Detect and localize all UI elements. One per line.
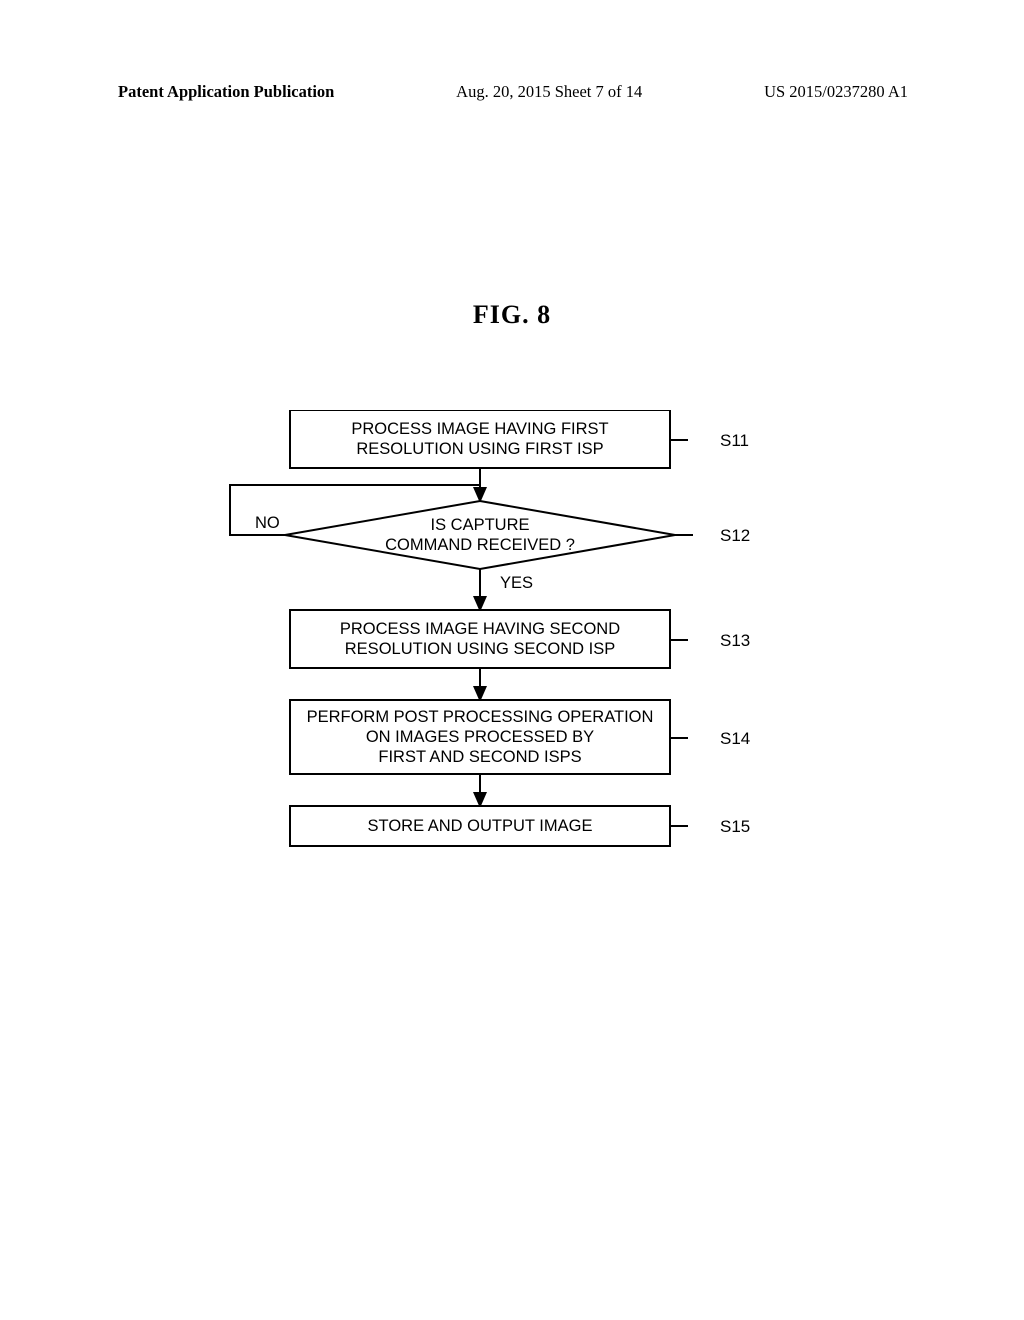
svg-text:NO: NO <box>255 514 280 532</box>
figure-title: FIG. 8 <box>0 300 1024 330</box>
nodes-group: PROCESS IMAGE HAVING FIRST RESOLUTION USI… <box>285 410 750 846</box>
svg-text:S15: S15 <box>720 817 750 836</box>
svg-text:S14: S14 <box>720 729 750 748</box>
svg-text:PROCESS IMAGE HAVING SECOND: PROCESS IMAGE HAVING SECOND <box>340 620 620 638</box>
header-row: Patent Application Publication Aug. 20, … <box>0 82 1024 102</box>
svg-text:COMMAND RECEIVED ?: COMMAND RECEIVED ? <box>385 536 575 554</box>
flow-node-s14: PERFORM POST PROCESSING OPERATION ON IMAG… <box>290 700 750 774</box>
page-container: Patent Application Publication Aug. 20, … <box>0 0 1024 1320</box>
svg-text:PERFORM POST PROCESSING OPERAT: PERFORM POST PROCESSING OPERATION <box>307 708 654 726</box>
svg-text:S11: S11 <box>720 431 749 450</box>
svg-text:IS CAPTURE: IS CAPTURE <box>430 516 529 534</box>
svg-text:ON IMAGES PROCESSED BY: ON IMAGES PROCESSED BY <box>366 728 594 746</box>
svg-text:S12: S12 <box>720 526 750 545</box>
svg-text:STORE AND OUTPUT IMAGE: STORE AND OUTPUT IMAGE <box>368 817 593 835</box>
svg-text:RESOLUTION USING FIRST ISP: RESOLUTION USING FIRST ISP <box>356 440 603 458</box>
svg-text:S13: S13 <box>720 631 750 650</box>
flow-node-s15: STORE AND OUTPUT IMAGE S15 <box>290 806 750 846</box>
header-mid: Aug. 20, 2015 Sheet 7 of 14 <box>456 82 642 102</box>
header-left: Patent Application Publication <box>118 82 334 102</box>
header-right: US 2015/0237280 A1 <box>764 82 908 102</box>
svg-text:YES: YES <box>500 574 533 592</box>
flowchart-container: YES NO PROCESS IMAGE HAVING FIRST RESOLUTI… <box>200 410 824 950</box>
flow-node-s13: PROCESS IMAGE HAVING SECOND RESOLUTION US… <box>290 610 750 668</box>
svg-text:PROCESS IMAGE HAVING FIRST: PROCESS IMAGE HAVING FIRST <box>351 420 608 438</box>
svg-text:RESOLUTION USING SECOND ISP: RESOLUTION USING SECOND ISP <box>345 640 615 658</box>
flow-node-s12: IS CAPTURE COMMAND RECEIVED ? S12 <box>285 501 750 569</box>
svg-text:FIRST AND SECOND ISPS: FIRST AND SECOND ISPS <box>378 748 581 766</box>
flowchart-svg: YES NO PROCESS IMAGE HAVING FIRST RESOLUTI… <box>200 410 824 950</box>
flow-node-s11: PROCESS IMAGE HAVING FIRST RESOLUTION USI… <box>290 410 749 468</box>
